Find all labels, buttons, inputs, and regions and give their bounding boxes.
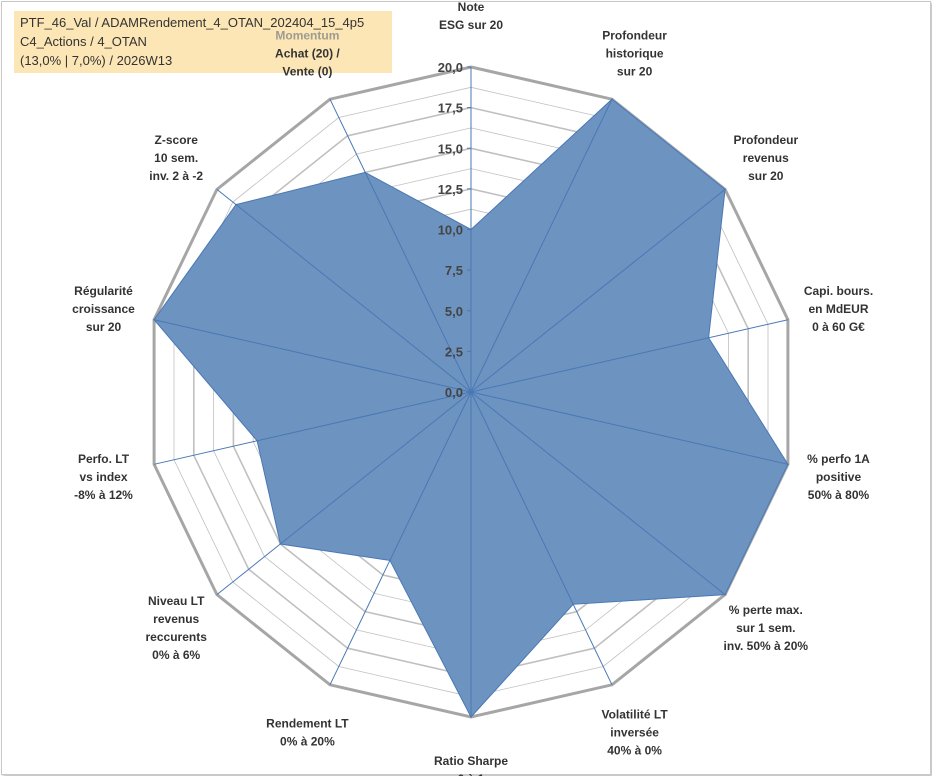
radial-tick-label: 12,5	[438, 182, 463, 197]
axis-label-line: Niveau LT	[148, 594, 205, 608]
axis-spoke	[470, 391, 726, 595]
axis-label-line: 40% à 0%	[607, 744, 662, 758]
axis-spoke	[153, 391, 472, 465]
radial-tick-label: 7,5	[445, 263, 463, 278]
axis-label-line: inv. 2 à -2	[149, 169, 203, 183]
axis-label-line: Z-score	[155, 133, 199, 147]
axis-label-line: Momentum	[275, 28, 339, 42]
axis-label-line: sur 20	[748, 169, 784, 183]
axis-label-line: Note	[458, 0, 485, 14]
axis-label-line: sur 1 sem.	[736, 621, 795, 635]
axis-spoke	[153, 319, 472, 393]
tick-layer: 0,0 2,5 5,0 7,5 10,0 12,5 15,0 17,5 20,0	[438, 60, 471, 400]
axis-label-line: revenus	[153, 612, 199, 626]
axis-label-line: 0 à 1	[458, 772, 485, 776]
axis-spoke	[329, 391, 472, 686]
axis-label-line: Ratio Sharpe	[434, 754, 508, 768]
axis-label-line: sur 20	[617, 64, 653, 78]
axis-spoke	[329, 98, 472, 393]
axis-label-line: historique	[606, 46, 664, 60]
radial-tick-label: 15,0	[438, 141, 463, 156]
axis-spoke	[470, 391, 789, 465]
axis-label-line: revenus	[743, 151, 789, 165]
axis-label-line: Régularité	[74, 284, 133, 298]
axis-label-line: 50% à 80%	[808, 488, 870, 502]
axis-label-line: vs index	[79, 470, 127, 484]
axis-label-line: inv. 50% à 20%	[724, 639, 809, 653]
axis-label-line: reccurents	[146, 630, 208, 644]
axis-label-line: Volatilité LT	[601, 708, 668, 722]
axis-label-line: Rendement LT	[266, 717, 349, 731]
axis-label-line: 10 sem.	[154, 151, 198, 165]
radial-tick-label: 20,0	[438, 60, 463, 75]
axis-label-line: -8% à 12%	[74, 488, 133, 502]
axis-spoke	[470, 391, 613, 686]
axis-label-line: % perte max.	[729, 603, 803, 617]
portfolio-stats: (13,0% | 7,0%) / 2026W13	[20, 53, 173, 68]
axis-label-line: Profondeur	[602, 28, 667, 42]
axis-label-line: Perfo. LT	[78, 452, 130, 466]
axis-label-line: Profondeur	[733, 133, 798, 147]
axis-label-line: % perfo 1A	[807, 452, 870, 466]
axis-label-line: en MdEUR	[809, 302, 869, 316]
axis-label-line: 0% à 6%	[152, 648, 200, 662]
axis-layer	[153, 67, 789, 717]
radial-tick-label: 17,5	[438, 101, 463, 116]
axis-label-line: 0 à 60 G€	[812, 320, 865, 334]
axis-label-line: 0% à 20%	[280, 735, 335, 749]
label-layer: Note ESG sur 20 Profondeur historique sur 20…	[72, 0, 873, 776]
radial-tick-label: 2,5	[445, 344, 463, 359]
portfolio-info-box: PTF_46_Val / ADAMRendement_4_OTAN_202404…	[14, 11, 392, 73]
portfolio-category: C4_Actions / 4_OTAN	[20, 34, 147, 49]
radial-tick-label: 5,0	[445, 304, 463, 319]
axis-label-line: Capi. bours.	[804, 284, 873, 298]
axis-label-line: ESG sur 20	[439, 18, 503, 32]
radial-tick-label: 10,0	[438, 223, 463, 238]
axis-spoke	[470, 98, 613, 393]
axis-label-line: Vente (0)	[282, 64, 332, 78]
axis-label-line: sur 20	[86, 320, 122, 334]
portfolio-title: PTF_46_Val / ADAMRendement_4_OTAN_202404…	[20, 15, 365, 30]
axis-label-line: positive	[816, 470, 862, 484]
axis-spoke	[470, 189, 726, 393]
radial-tick-label: 0,0	[445, 385, 463, 400]
axis-spoke	[216, 189, 472, 393]
axis-label-line: inversée	[610, 726, 659, 740]
axis-label-line: Achat (20) /	[275, 46, 340, 60]
axis-label-line: croissance	[72, 302, 135, 316]
axis-spoke	[216, 391, 472, 595]
axis-spoke	[470, 319, 789, 393]
